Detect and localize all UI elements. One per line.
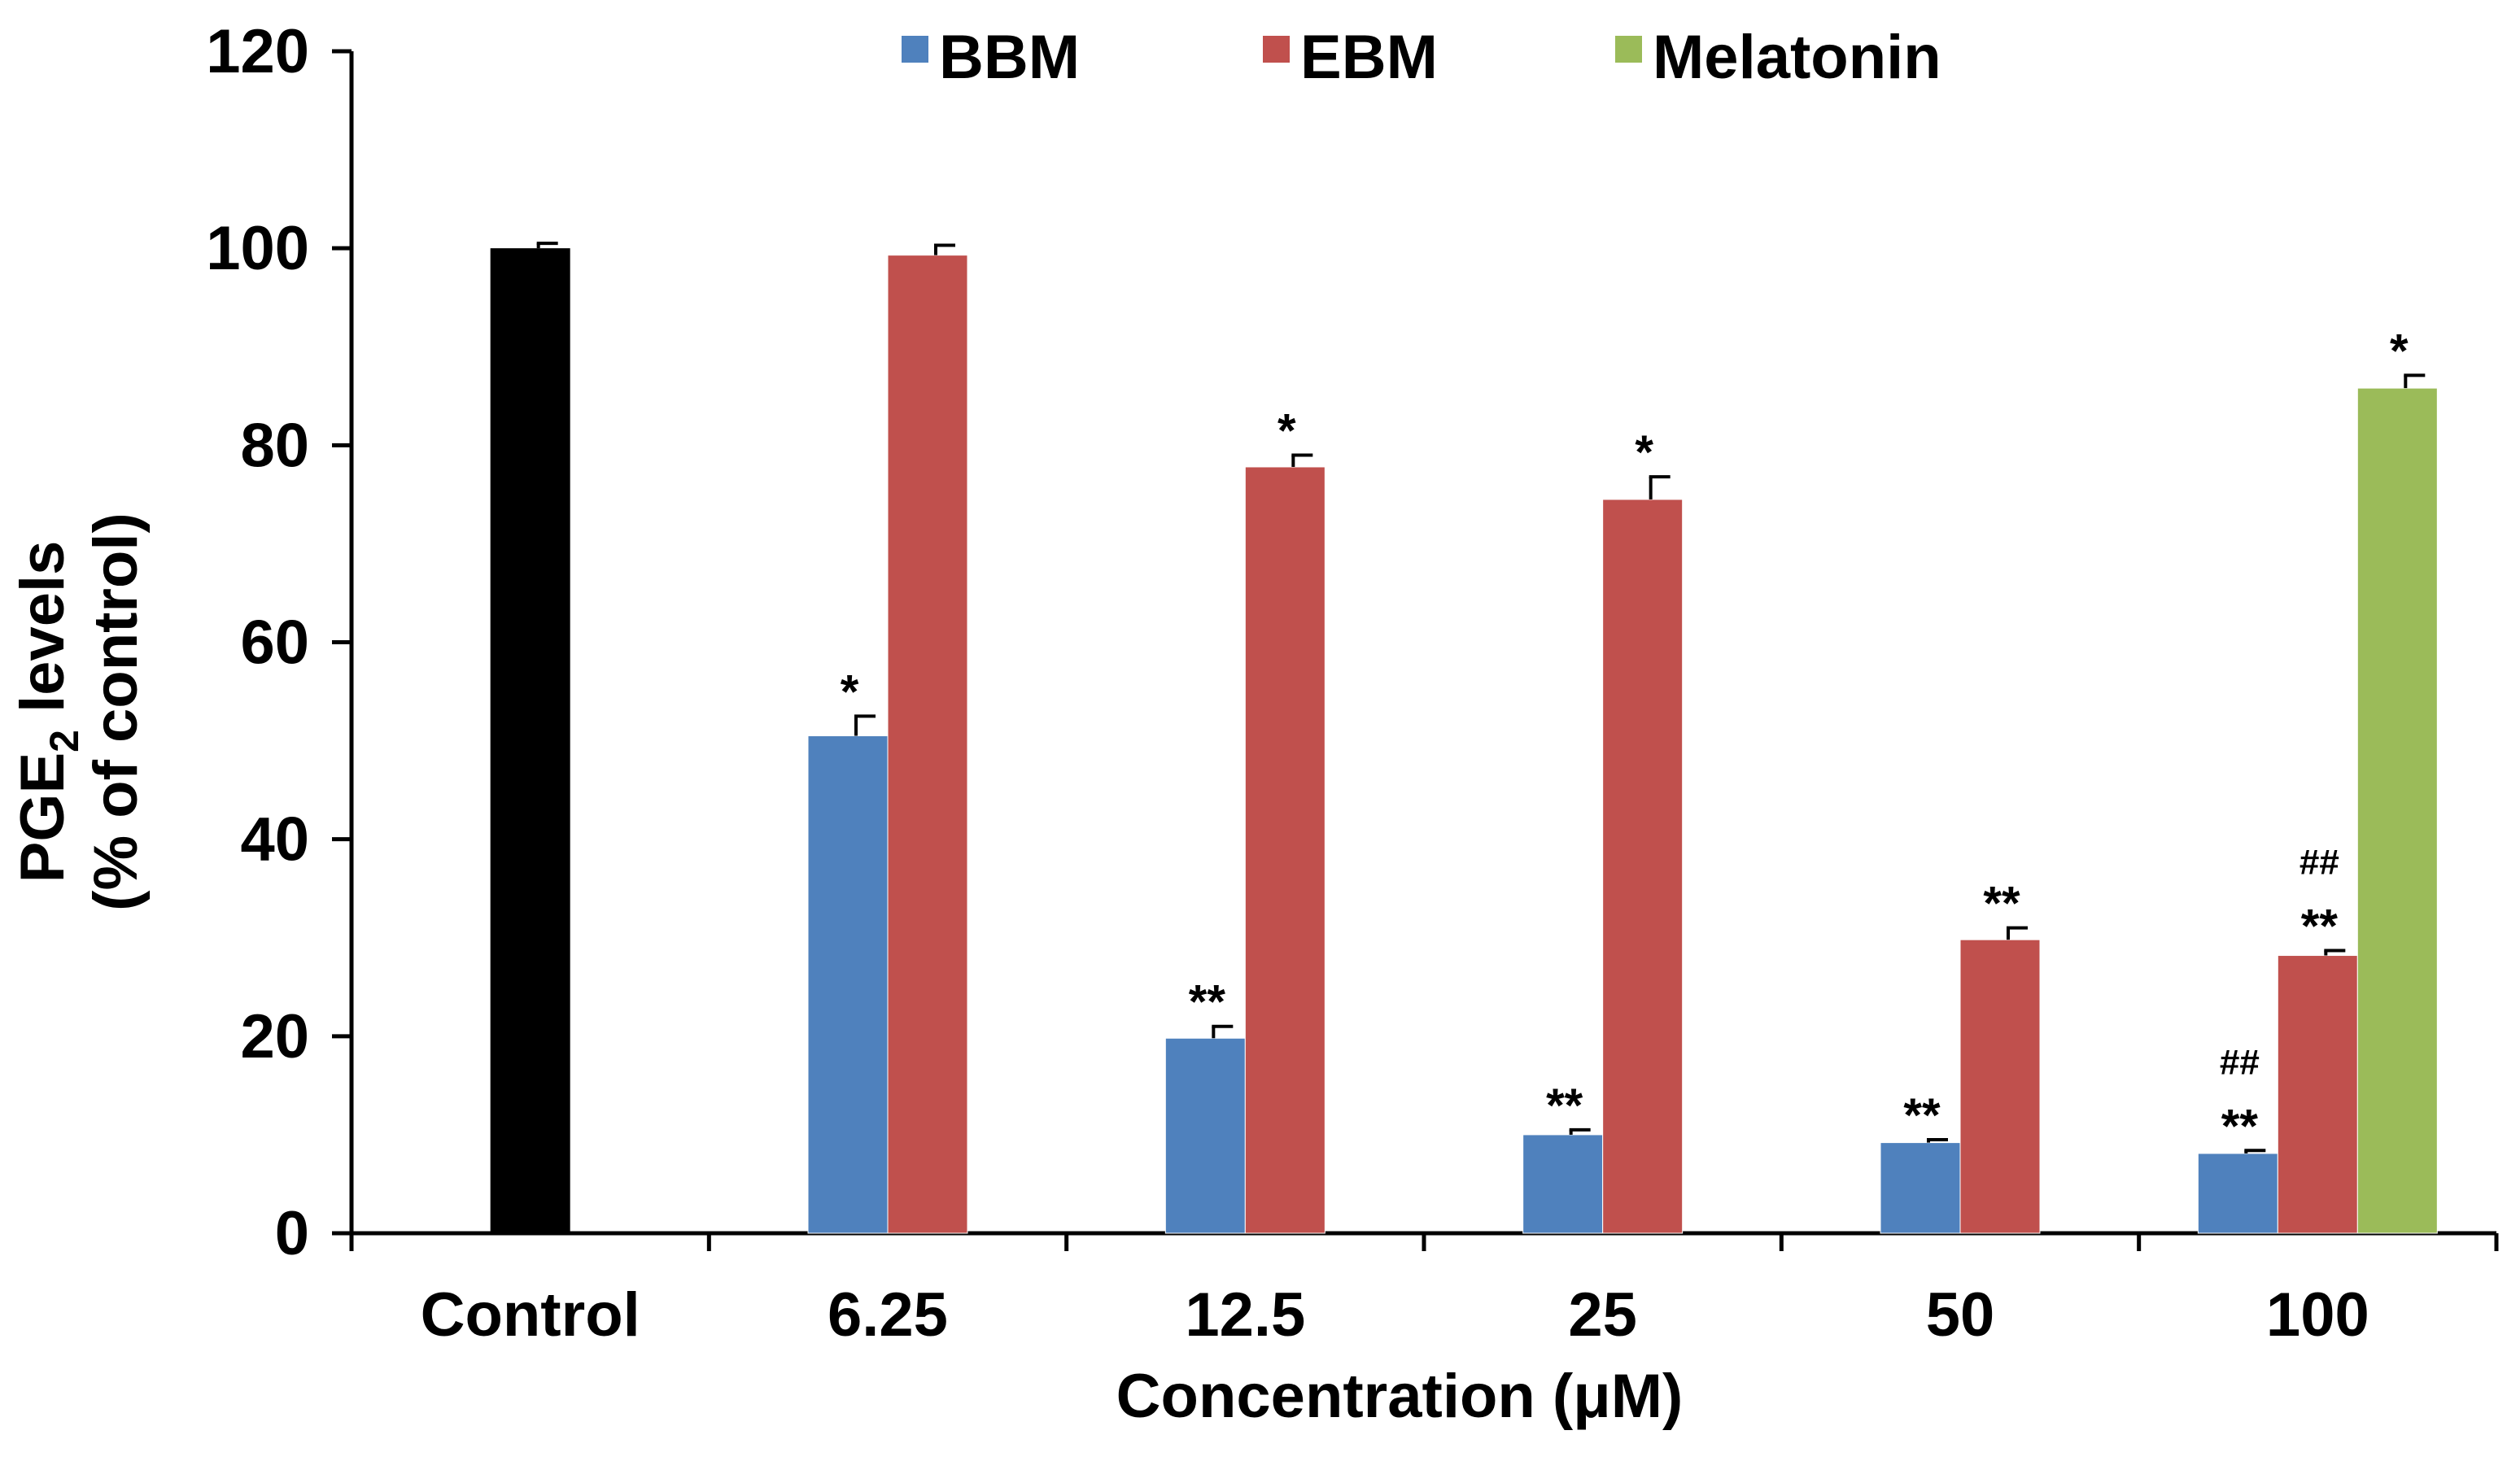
y-axis-title-line2: (% of control)	[81, 512, 151, 911]
bar-bbm-100-annotation-1: ##	[2220, 1042, 2260, 1082]
y-axis-title-main: PGE	[8, 752, 77, 883]
bar-ebm-6-25	[887, 255, 968, 1234]
y-tick-label-20: 20	[240, 1002, 309, 1071]
legend: BBM EBM Melatonin	[902, 23, 1941, 92]
bar-ebm-50	[1959, 939, 2041, 1234]
bar-bbm-12-5-annotation-0: **	[1189, 976, 1226, 1029]
bar-bbm-6-25-annotation-0: *	[841, 665, 859, 718]
y-tick-label-0: 0	[275, 1199, 309, 1268]
y-tick-label-80: 80	[240, 411, 309, 480]
legend-swatch-ebm	[1263, 36, 1290, 63]
y-ticks: 0 20 40 60 80 100 120 Control 6.25 12.5 25 50 100	[206, 17, 2499, 1350]
bar-ebm-100-annotation-1: ##	[2299, 842, 2339, 882]
bar-bbm-50-annotation-0: **	[1903, 1089, 1941, 1142]
x-tick-label-25: 25	[1568, 1280, 1637, 1350]
bar-control	[490, 248, 570, 1234]
bar-bbm-25	[1522, 1134, 1604, 1234]
bar-bbm-50	[1880, 1142, 1961, 1234]
bar-bbm-6-25	[807, 735, 889, 1234]
svg-text:PGE2 levels: PGE2 levels	[8, 541, 87, 883]
y-tick-label-100: 100	[206, 214, 309, 283]
y-tick-label-40: 40	[240, 805, 309, 874]
bar-bbm-12-5	[1164, 1037, 1246, 1234]
bar-bbm-100-annotation-0: **	[2221, 1100, 2259, 1153]
bar-bbm-100	[2197, 1153, 2278, 1234]
bar-ebm-25	[1602, 499, 1684, 1234]
x-axis-title: Concentration (μM)	[1116, 1362, 1684, 1431]
legend-label-melatonin: Melatonin	[1653, 23, 1941, 92]
y-axis-title: PGE2 levels (% of control)	[8, 512, 151, 911]
x-tick-label-100: 100	[2266, 1280, 2369, 1350]
bar-ebm-12-5	[1244, 466, 1326, 1234]
x-tick-label-6-25: 6.25	[828, 1280, 948, 1350]
chart-marks: *************##**##*	[490, 242, 2438, 1234]
legend-swatch-bbm	[902, 36, 928, 63]
legend-label-bbm: BBM	[939, 23, 1080, 92]
bar-ebm-25-annotation-0: *	[1635, 426, 1653, 479]
y-axis-title-suffix: levels	[8, 541, 77, 730]
bar-ebm-50-annotation-0: **	[1983, 878, 2020, 931]
legend-label-ebm: EBM	[1300, 23, 1438, 92]
x-tick-label-control: Control	[421, 1280, 640, 1350]
y-tick-label-120: 120	[206, 17, 309, 86]
x-tick-label-12-5: 12.5	[1185, 1280, 1305, 1350]
bar-melatonin-100	[2356, 387, 2438, 1234]
bar-ebm-12-5-annotation-0: *	[1277, 404, 1296, 457]
y-tick-label-60: 60	[240, 608, 309, 678]
legend-swatch-melatonin	[1615, 36, 1642, 63]
bar-ebm-100-annotation-0: **	[2301, 900, 2339, 953]
x-tick-label-50: 50	[1926, 1280, 1995, 1350]
bar-melatonin-100-annotation-0: *	[2390, 325, 2409, 377]
bar-ebm-100	[2277, 955, 2358, 1234]
bar-bbm-25-annotation-0: **	[1546, 1079, 1583, 1132]
y-axis-title-subscript: 2	[41, 730, 87, 752]
